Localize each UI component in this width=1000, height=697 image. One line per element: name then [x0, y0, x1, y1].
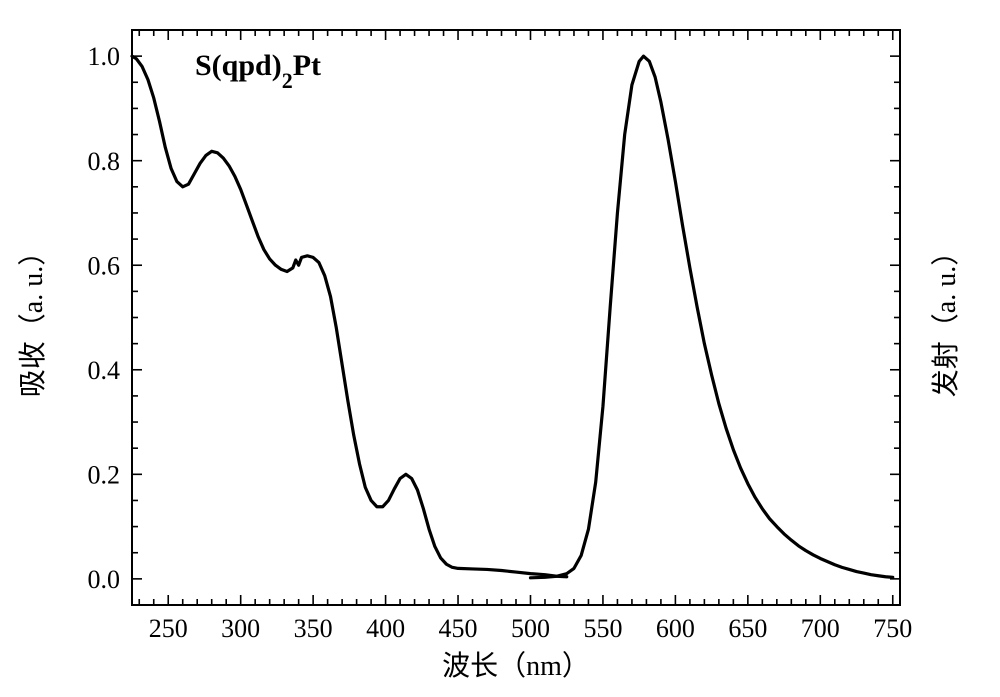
- x-tick-label: 250: [149, 614, 188, 643]
- y-tick-label: 0.4: [88, 356, 121, 385]
- x-tick-label: 700: [801, 614, 840, 643]
- y-tick-label: 0.2: [88, 460, 121, 489]
- x-tick-label: 550: [583, 614, 622, 643]
- x-tick-label: 600: [656, 614, 695, 643]
- x-axis-title: 波长（nm）: [442, 650, 590, 682]
- x-tick-label: 750: [873, 614, 912, 643]
- y-tick-label: 1.0: [88, 42, 121, 71]
- y-axis-right-title: 发射（a. u.）: [930, 238, 962, 397]
- chart-container: 250 300 350 400 450 500 550 600 650 700 750 0.0 0.2 0…: [0, 0, 1000, 697]
- y-tick-label: 0.0: [88, 565, 121, 594]
- chart-svg: 250 300 350 400 450 500 550 600 650 700 750 0.0 0.2 0…: [0, 0, 1000, 697]
- x-tick-label: 650: [728, 614, 767, 643]
- y-axis-left-title: 吸收（a. u.）: [17, 238, 49, 397]
- y-tick-label: 0.6: [88, 251, 121, 280]
- x-tick-label: 300: [221, 614, 260, 643]
- x-tick-label: 350: [294, 614, 333, 643]
- x-tick-label: 400: [366, 614, 405, 643]
- y-tick-label: 0.8: [88, 147, 121, 176]
- x-tick-label: 500: [511, 614, 550, 643]
- x-tick-label: 450: [439, 614, 478, 643]
